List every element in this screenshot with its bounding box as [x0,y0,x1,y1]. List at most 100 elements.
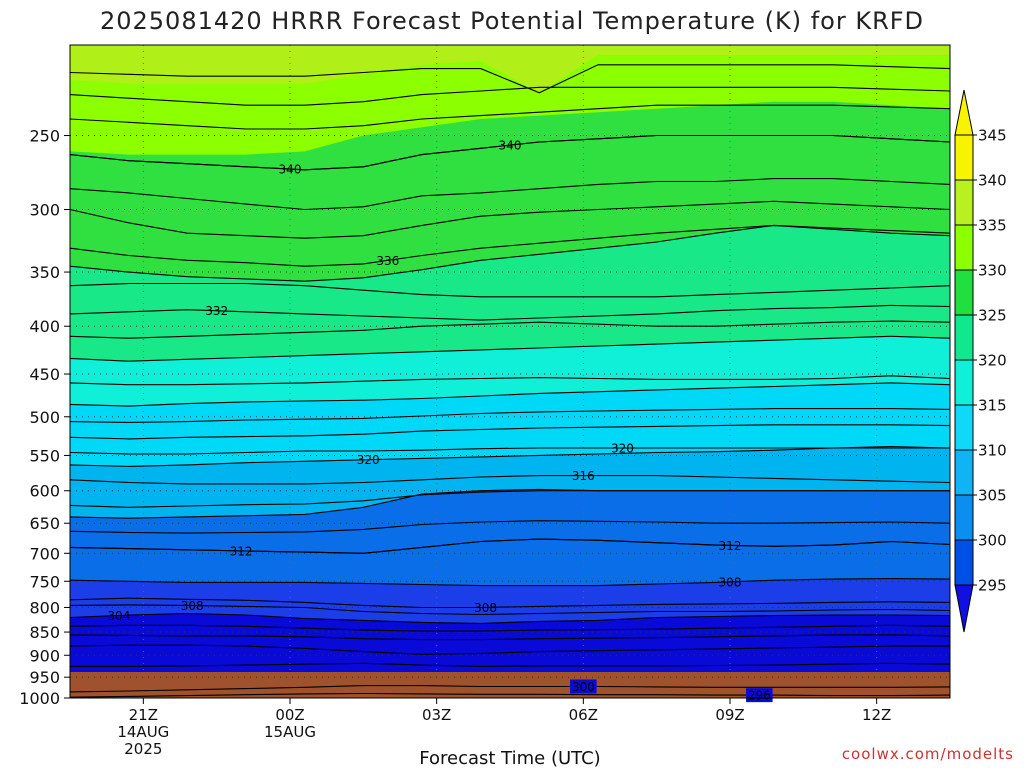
contour-label-304: 304 [107,609,130,623]
contour-line-27 [69,224,951,267]
contour-line-23 [69,320,951,339]
contour-labels: 296 300 304 308 308 308 312 312 316 320 320 332 336 3… [107,139,773,703]
x-tick-sublabel-14AUG: 14AUG [117,723,169,741]
colorbar-segment-325 [954,269,974,316]
contour-line-12 [69,520,951,534]
colorbar-segment-310 [954,404,974,451]
y-tick-label-800: 800 [29,598,60,617]
colorbar-label-320: 320 [978,352,1007,370]
contour-line-19 [69,408,951,423]
x-axis-label: Forecast Time (UTC) [419,748,600,768]
contour-line-34 [69,64,951,94]
colorbar-segment-315 [954,359,974,406]
contour-line-25 [69,282,951,298]
colorbar-label-305: 305 [978,487,1007,505]
contour-line-28 [69,200,951,239]
contour-label-308: 308 [181,599,204,613]
colorbar-segment-330 [954,224,974,271]
contour-line-11 [69,538,951,554]
contour-line-4 [69,634,951,641]
y-tick-label-700: 700 [29,544,60,563]
y-tick-label-300: 300 [29,201,60,220]
contour-line-20 [69,382,951,407]
colorbar-label-315: 315 [978,397,1007,415]
contour-line-14 [69,490,950,508]
colorbar-label-335: 335 [978,217,1007,235]
contour-line-17 [69,447,950,455]
y-axis-ticks: 250 300 350 400 450 500 550 600 650 700 750 800 850 9… [19,127,70,708]
band-340-345 [70,45,950,93]
contour-label-312: 312 [230,544,253,558]
y-tick-label-350: 350 [29,263,60,282]
contour-label-336: 336 [376,254,399,268]
contour-label-312: 312 [719,539,742,553]
colorbar-label-295: 295 [978,577,1007,595]
contour-line-15 [69,475,951,485]
contour-label-300: 300 [572,680,595,694]
contour-line-33 [69,86,951,106]
colorbar-label-345: 345 [978,127,1007,145]
y-tick-label-750: 750 [29,572,60,591]
plot-contours [69,64,951,698]
contour-label-bg-1 [570,679,597,694]
plot-frame [69,44,951,699]
contour-line-3 [69,644,950,655]
x-tick-label-06Z: 06Z [569,706,598,724]
colorbar-segment-335 [954,179,974,226]
y-tick-label-500: 500 [29,408,60,427]
y-tick-label-850: 850 [29,623,60,642]
contour-label-320: 320 [611,441,634,455]
colorbar: 295 300 305 310 315 320 325 330 335 340 345 [954,89,1007,633]
x-tick-label-21Z: 21Z [129,706,158,724]
contour-line-22 [69,335,951,362]
contour-line-32 [69,104,951,130]
contour-line-21 [69,375,951,386]
colorbar-label-310: 310 [978,442,1007,460]
contour-line-26 [69,224,951,282]
y-tick-label-650: 650 [29,514,60,533]
colorbar-label-325: 325 [978,307,1007,325]
colorbar-label-300: 300 [978,532,1007,550]
colorbar-arrow-top [954,89,974,136]
plot-grid [70,45,950,699]
contour-label-340: 340 [279,163,302,177]
contour-line-5 [69,624,951,632]
colorbar-label-340: 340 [978,172,1007,190]
y-tick-label-1000: 1000 [19,689,60,708]
colorbar-arrow-bottom [954,584,974,633]
contour-line-29 [69,178,951,211]
y-tick-label-900: 900 [29,646,60,665]
contour-line-6 [69,612,951,624]
colorbar-segment-305 [954,449,974,496]
colorbar-segment-340 [954,134,974,181]
contour-line-8 [69,597,951,609]
y-tick-label-950: 950 [29,668,60,687]
y-tick-label-550: 550 [29,446,60,465]
chart-title: 2025081420 HRRR Forecast Potential Tempe… [100,7,924,35]
contour-label-316: 316 [572,469,595,483]
colorbar-segment-300 [954,494,974,541]
contour-line-0 [69,692,951,698]
x-tick-sublabel-15AUG: 15AUG [264,723,316,741]
colorbar-segment-320 [954,314,974,361]
contour-label-320: 320 [357,453,380,467]
contour-line-31 [69,134,951,171]
contour-label-332: 332 [205,304,228,318]
contour-label-bg-0 [746,688,773,703]
colorbar-label-330: 330 [978,262,1007,280]
contour-line-9 [69,578,951,587]
x-tick-label-12Z: 12Z [862,706,891,724]
y-tick-label-400: 400 [29,317,60,336]
contour-line-16 [69,445,951,467]
contour-label-340: 340 [499,139,522,153]
credit-text: coolwx.com/modelts [842,745,1014,763]
contour-line-7 [69,604,951,616]
x-tick-label-00Z: 00Z [275,706,304,724]
x-tick-label-03Z: 03Z [422,706,451,724]
contour-line-24 [69,304,951,321]
contour-line-2 [70,662,951,667]
y-tick-label-450: 450 [29,365,60,384]
ground-surface [70,672,950,698]
